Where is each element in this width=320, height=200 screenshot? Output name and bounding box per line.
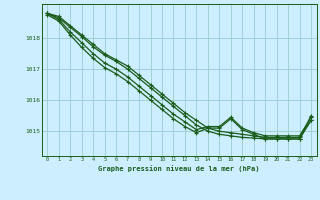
X-axis label: Graphe pression niveau de la mer (hPa): Graphe pression niveau de la mer (hPa) xyxy=(99,165,260,172)
